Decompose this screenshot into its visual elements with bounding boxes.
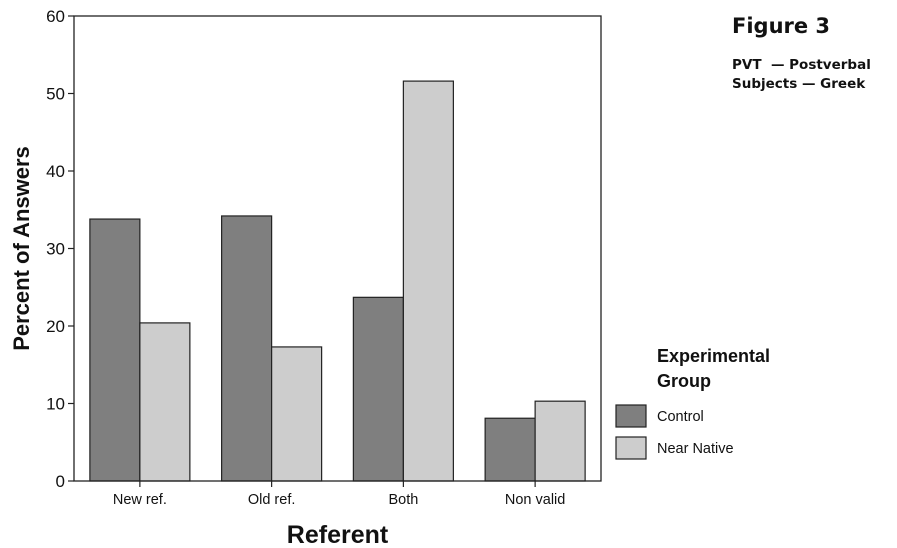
y-tick-label: 20: [46, 317, 65, 336]
bar-control-0: [89, 218, 141, 482]
y-tick-label: 10: [46, 395, 65, 414]
y-tick-label: 40: [46, 162, 65, 181]
bars-group: [89, 80, 586, 482]
y-axis-label: Percent of Answers: [9, 146, 34, 351]
figure-caption-line: Subjects — Greek: [732, 76, 866, 92]
legend-label: Control: [657, 409, 704, 425]
figure-caption: PVT — Postverbal Subjects — Greek: [732, 56, 892, 94]
legend-swatch: [615, 404, 647, 428]
x-axis: New ref. Old ref. Both Non valid: [113, 481, 565, 508]
legend: Experimental Group Control Near Native: [615, 346, 770, 460]
figure-caption-line: PVT — Postverbal: [732, 57, 871, 73]
legend-swatch: [615, 436, 647, 460]
y-tick-label: 30: [46, 240, 65, 259]
figure-title: Figure 3: [732, 14, 831, 38]
x-axis-label: Referent: [287, 521, 389, 548]
y-tick-label: 60: [46, 7, 65, 26]
y-axis: 0 10 20 30 40 50 60: [46, 7, 74, 491]
bar-near-native-2: [402, 80, 454, 482]
x-tick-label: Both: [388, 492, 418, 508]
legend-title: Experimental: [657, 346, 770, 366]
y-tick-label: 50: [46, 85, 65, 104]
bar-control-2: [352, 296, 404, 482]
bar-near-native-3: [534, 400, 586, 482]
bar-near-native-0: [139, 322, 191, 482]
bar-control-3: [484, 417, 536, 482]
bar-control-1: [221, 215, 273, 482]
bar-near-native-1: [271, 346, 323, 482]
x-tick-label: Old ref.: [248, 492, 296, 508]
x-tick-label: Non valid: [505, 492, 565, 508]
legend-label: Near Native: [657, 441, 734, 457]
y-tick-label: 0: [56, 472, 65, 491]
x-tick-label: New ref.: [113, 492, 167, 508]
legend-title: Group: [657, 371, 711, 391]
